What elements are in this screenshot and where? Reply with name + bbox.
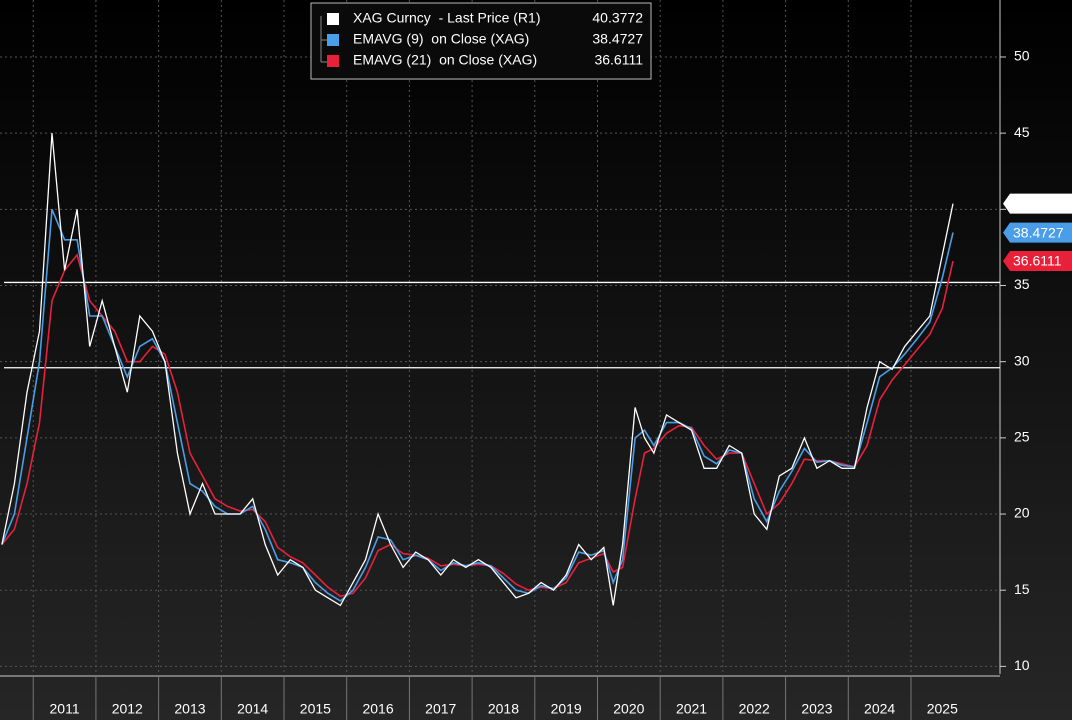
x-tick-label: 2018 [488,701,519,717]
value-tag-label: 40.3772 [1013,195,1064,211]
legend-value: 38.4727 [592,31,643,47]
legend-box [310,2,652,80]
legend-value: 36.6111 [594,52,643,68]
x-tick-label: 2015 [300,701,331,717]
x-tick-label: 2022 [739,701,770,717]
legend: XAG Curncy - Last Price (R1) 40.3772 EMAVG… [310,2,652,80]
x-tick-label: 2025 [927,701,958,717]
x-tick-label: 2014 [237,701,268,717]
series-line [1,133,954,607]
y-tick-label: 15 [1014,581,1030,597]
y-tick-label: 45 [1014,124,1030,140]
y-tick-label: 10 [1014,657,1030,673]
y-tick-label: 35 [1014,276,1030,292]
x-tick-label: 2013 [174,701,205,717]
legend-label: EMAVG (21) on Close (XAG) [353,52,537,68]
value-tag-label: 36.6111 [1013,253,1062,269]
legend-swatch [327,34,339,46]
legend-tree [320,16,327,63]
x-tick-label: 2023 [801,701,832,717]
x-tick-label: 2012 [112,701,143,717]
legend-swatch [327,55,339,67]
y-tick-label: 50 [1014,48,1030,64]
value-tag-label: 38.4727 [1013,224,1064,240]
y-tick-label: 30 [1014,352,1030,368]
value-tag [1003,222,1072,243]
legend-swatch [327,13,339,25]
value-tag [1003,250,1072,271]
x-tick-label: 2020 [613,701,644,717]
x-tick-label: 2011 [50,701,80,717]
x-tick-label: 2021 [676,701,707,717]
y-tick-label: 20 [1014,505,1030,521]
x-tick-label: 2024 [864,701,895,717]
x-tick-label: 2019 [551,701,582,717]
legend-label: XAG Curncy - Last Price (R1) [353,10,541,26]
x-tick-label: 2017 [425,701,456,717]
value-tag [1003,193,1072,214]
legend-label: EMAVG (9) on Close (XAG) [353,31,529,47]
x-tick-label: 2016 [362,701,393,717]
y-tick-label: 25 [1014,429,1030,445]
legend-value: 40.3772 [592,10,643,26]
